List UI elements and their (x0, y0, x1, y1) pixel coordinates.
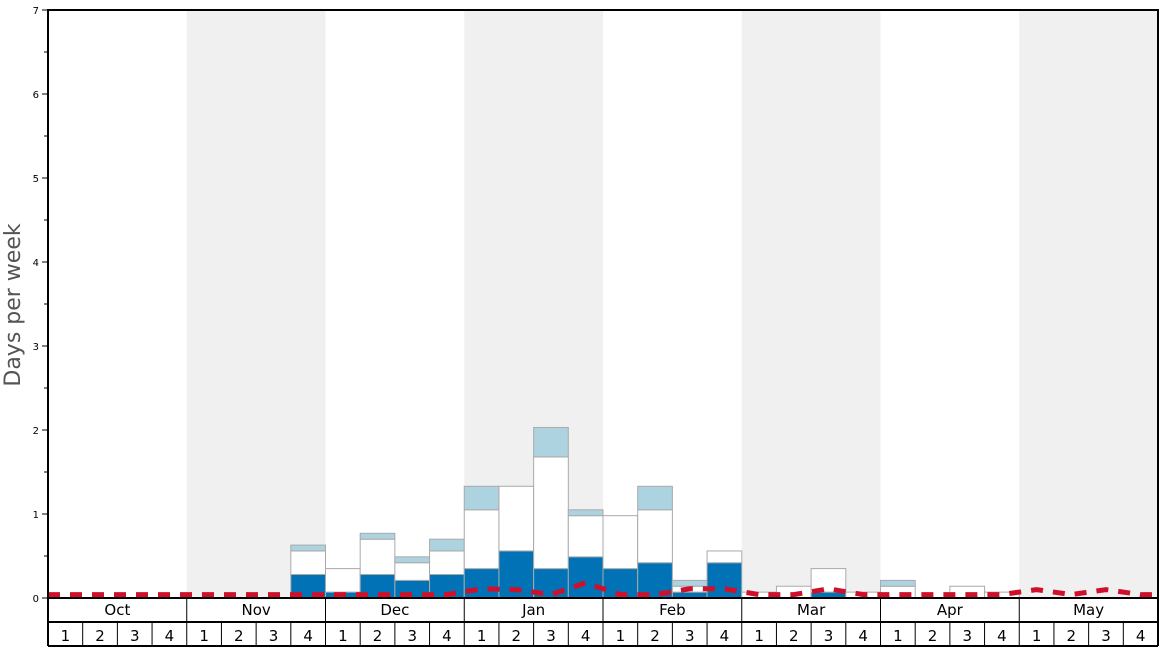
week-label: 4 (1136, 627, 1146, 645)
bar-s1-9 (359, 538, 396, 575)
week-label: 1 (338, 627, 348, 645)
ytick-label: 0 (33, 594, 39, 605)
month-band-mar (741, 10, 881, 598)
bar-s1-13 (498, 485, 535, 552)
bar-s2-18 (671, 579, 708, 587)
week-label: 3 (407, 627, 417, 645)
week-label: 1 (616, 627, 626, 645)
average-line-group (48, 580, 1158, 598)
week-label: 1 (893, 627, 903, 645)
bar-s2-12 (463, 485, 500, 511)
week-label: 3 (269, 627, 279, 645)
bar-s1-22 (810, 568, 847, 593)
bar-s0-12 (463, 568, 500, 599)
week-label: 1 (199, 627, 209, 645)
week-label: 2 (512, 627, 522, 645)
bar-s1-7 (290, 550, 326, 575)
week-label: 4 (442, 627, 452, 645)
week-label: 3 (546, 627, 556, 645)
ytick-label: 4 (33, 258, 39, 269)
bar-s1-17 (637, 509, 673, 564)
bar-series (290, 426, 1020, 599)
plot-frame (47, 9, 1159, 599)
x-axis: Oct 1 2 3 4 Nov 1 2 3 4 Dec 1 2 3 4 Jan 1 2 3 4 Feb 1 2 3 4 Mar 1 2… (47, 598, 1159, 647)
y-axis: 0 1 2 3 4 5 6 7 (33, 6, 48, 605)
week-label: 4 (303, 627, 313, 645)
bar-s1-19 (706, 550, 743, 564)
bar-s1-14 (533, 456, 569, 570)
week-label: 3 (1101, 627, 1111, 645)
month-label-dec: Dec (380, 601, 409, 619)
month-shading-bands (186, 10, 1158, 598)
bar-s0-15 (567, 556, 604, 599)
week-label: 3 (824, 627, 834, 645)
bar-s2-17 (637, 485, 673, 511)
month-label-apr: Apr (937, 601, 964, 619)
week-label: 1 (477, 627, 487, 645)
week-label: 4 (858, 627, 868, 645)
week-label: 2 (789, 627, 799, 645)
bar-s2-7 (290, 544, 326, 552)
week-label: 4 (720, 627, 730, 645)
week-label: 2 (650, 627, 660, 645)
week-label: 1 (61, 627, 71, 645)
bar-s2-14 (533, 426, 569, 458)
month-label-mar: Mar (797, 601, 826, 619)
bar-s1-11 (429, 550, 465, 575)
bar-s1-15 (567, 515, 604, 558)
week-label: 1 (754, 627, 764, 645)
ytick-label: 6 (33, 90, 39, 101)
month-band-may (1019, 10, 1158, 598)
bar-s1-8 (325, 568, 361, 593)
week-label: 1 (1032, 627, 1042, 645)
week-label: 4 (165, 627, 175, 645)
month-label-jan: Jan (521, 601, 545, 619)
month-label-oct: Oct (104, 601, 130, 619)
ytick-label: 2 (33, 426, 39, 437)
bar-s1-16 (602, 515, 639, 570)
bar-s0-19 (706, 562, 743, 599)
bar-s1-12 (463, 509, 500, 570)
ytick-label: 1 (33, 510, 39, 521)
bar-s2-24 (880, 579, 916, 587)
week-label: 2 (928, 627, 938, 645)
bar-s2-11 (429, 538, 465, 552)
week-label: 3 (130, 627, 140, 645)
week-label: 4 (581, 627, 591, 645)
month-label-may: May (1073, 601, 1104, 619)
bar-s2-10 (394, 556, 431, 564)
ytick-label: 7 (33, 6, 39, 17)
bar-s2-15 (567, 509, 604, 517)
week-label: 2 (373, 627, 383, 645)
month-label-feb: Feb (659, 601, 686, 619)
bar-s1-10 (394, 562, 431, 581)
ytick-label: 3 (33, 342, 39, 353)
month-label-nov: Nov (241, 601, 270, 619)
ytick-label: 5 (33, 174, 39, 185)
y-axis-label: Days per week (1, 223, 26, 386)
week-label: 2 (95, 627, 105, 645)
week-label: 2 (1067, 627, 1077, 645)
bar-s2-9 (359, 532, 396, 540)
month-band-nov (186, 10, 326, 598)
week-label: 3 (962, 627, 972, 645)
week-label: 4 (997, 627, 1007, 645)
average-line (48, 580, 1158, 598)
week-label: 3 (685, 627, 695, 645)
week-label: 2 (234, 627, 244, 645)
